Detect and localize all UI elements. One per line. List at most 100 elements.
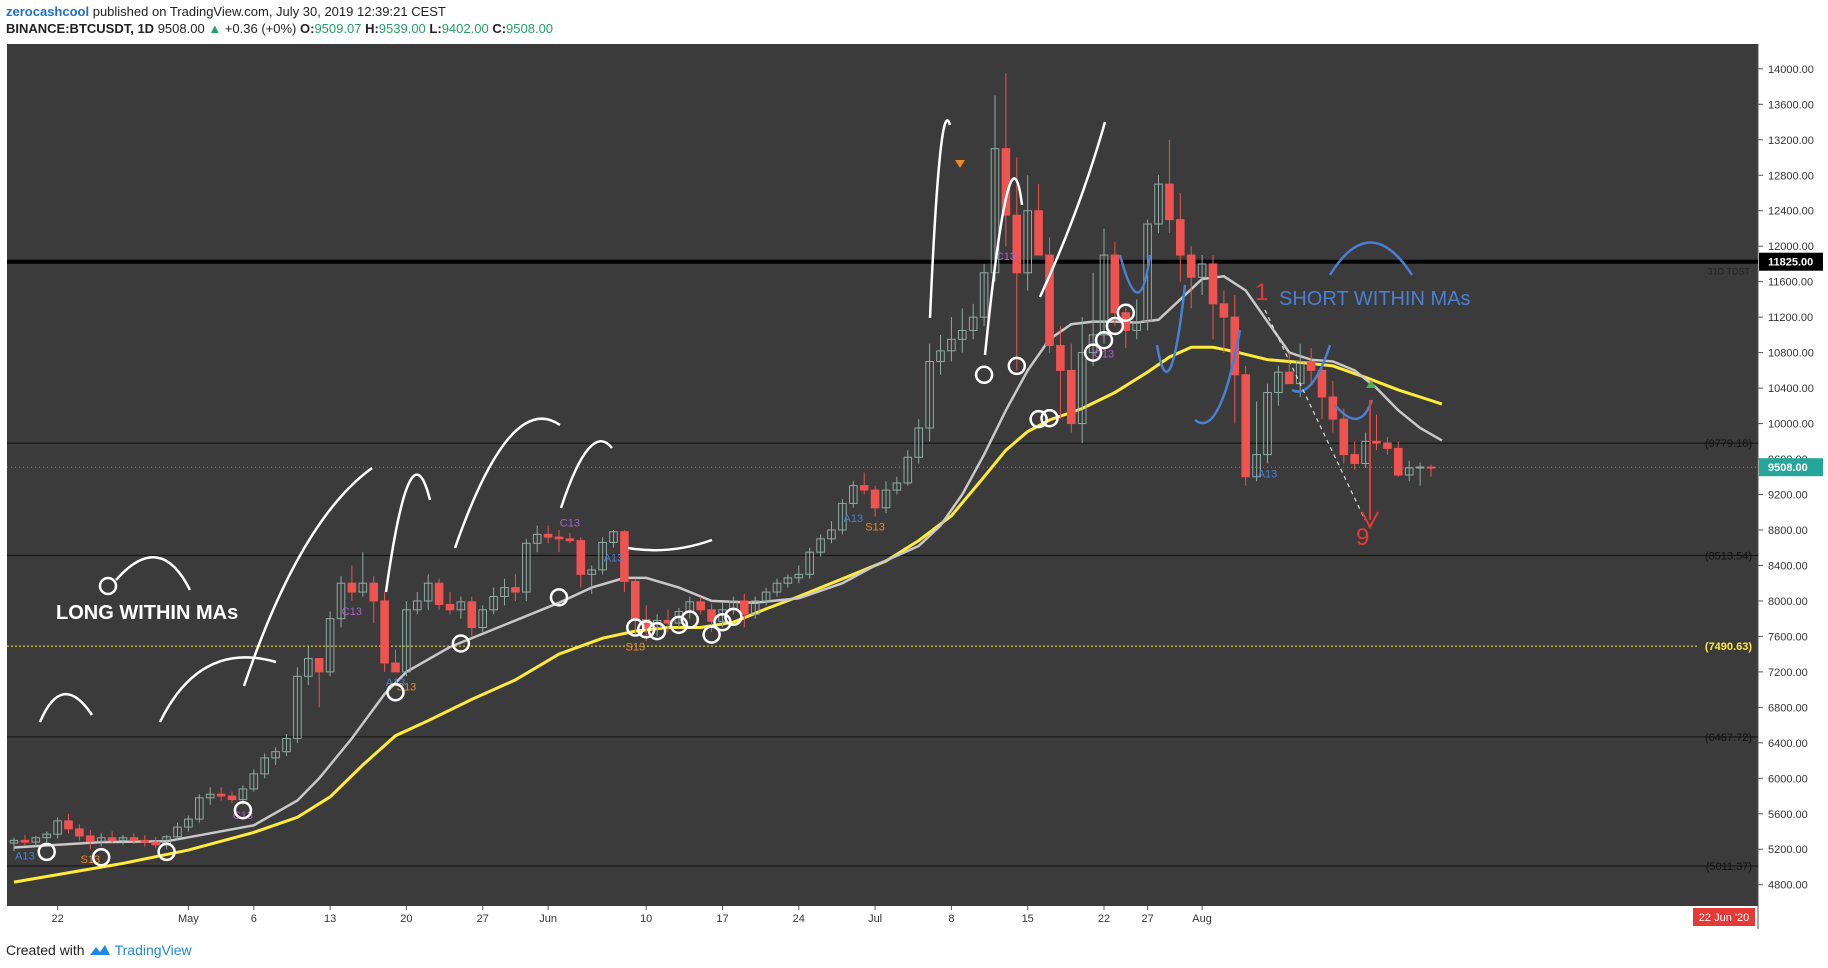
- up-arrow-icon: ▲: [208, 21, 222, 36]
- candle-body: [1285, 371, 1294, 385]
- blue-arc: [1194, 329, 1242, 425]
- level-label: (8513.54): [1705, 550, 1752, 562]
- y-tick-label: 5600.00: [1768, 809, 1808, 821]
- candle-body: [216, 793, 226, 797]
- candle-body: [1208, 263, 1218, 305]
- time-axis[interactable]: [7, 906, 1758, 929]
- price-axis[interactable]: [1758, 44, 1824, 929]
- candle-body: [271, 751, 280, 759]
- candle-body: [96, 837, 106, 842]
- candle-body: [9, 839, 19, 844]
- swing-circle: [1116, 303, 1136, 322]
- x-tick-label: 6: [251, 913, 257, 925]
- candle-body: [1186, 254, 1196, 278]
- candle-body: [522, 542, 531, 593]
- td-count-label: C13: [560, 518, 580, 530]
- impulse-arc: [1038, 121, 1107, 298]
- swing-circle: [1040, 408, 1059, 428]
- x-tick-label: Jul: [868, 913, 882, 925]
- tradingview-link[interactable]: TradingView: [114, 942, 192, 958]
- candle-body: [1056, 345, 1065, 371]
- x-tick-label: Aug: [1192, 913, 1212, 925]
- candle-body: [827, 529, 836, 540]
- date-badge: [1693, 908, 1755, 926]
- candle-body: [293, 675, 302, 739]
- candle-body: [336, 582, 346, 620]
- candle-body: [1099, 254, 1109, 336]
- candle-body: [238, 788, 248, 801]
- y-tick-label: 8000.00: [1768, 596, 1808, 608]
- blue-arc: [1328, 241, 1414, 276]
- candle-body: [1077, 352, 1087, 425]
- impulse-arc: [928, 119, 952, 319]
- candle-body: [282, 737, 291, 753]
- td-count-label: C13: [233, 810, 253, 822]
- level-label: (9779.18): [1705, 438, 1752, 450]
- td-count-label: S13: [865, 522, 885, 534]
- swing-circle: [974, 365, 994, 385]
- swing-circle: [451, 634, 471, 653]
- y-tick-label: 11600.00: [1768, 277, 1813, 289]
- candle-body: [1317, 369, 1327, 398]
- candle-body: [870, 489, 880, 509]
- y-tick-label: 5200.00: [1768, 844, 1808, 856]
- tdst-note: 31D TDST: [1708, 267, 1751, 277]
- candle-body: [140, 839, 150, 843]
- author-link[interactable]: zerocashcool: [6, 4, 90, 19]
- high-label: H:: [365, 21, 379, 36]
- candle-body: [1023, 210, 1033, 274]
- blue-arc: [1291, 344, 1332, 393]
- x-tick-label: 8: [948, 913, 954, 925]
- candle-body: [467, 601, 477, 629]
- td-count-label: C13: [996, 251, 1016, 263]
- candle-body: [532, 533, 542, 544]
- y-tick-label: 7200.00: [1768, 667, 1808, 679]
- swing-circle: [1007, 356, 1027, 376]
- y-tick-label: 10000.00: [1768, 419, 1814, 431]
- candle-body: [1415, 466, 1425, 469]
- candle-body: [631, 580, 640, 621]
- swing-circle: [647, 621, 667, 641]
- close-value: 9508.00: [506, 21, 554, 36]
- td-count-label: A13: [15, 851, 35, 863]
- candle-body: [881, 489, 891, 509]
- candle-body: [1252, 454, 1261, 478]
- candle-body: [783, 577, 793, 584]
- low-value: 9402.00: [441, 21, 489, 36]
- swing-circle: [549, 588, 569, 607]
- y-tick-label: 12400.00: [1768, 206, 1814, 218]
- open-value: 9509.07: [314, 21, 362, 36]
- candle-body: [772, 582, 782, 593]
- swing-circle: [680, 610, 700, 629]
- candle-body: [903, 456, 913, 484]
- candle-body: [1165, 183, 1174, 221]
- footer: Created with TradingView: [6, 942, 192, 958]
- candle-body: [620, 531, 629, 582]
- y-tick-label: 12000.00: [1768, 241, 1814, 253]
- y-tick-label: 10400.00: [1768, 383, 1814, 395]
- x-tick-label: May: [178, 913, 199, 925]
- blue-arc: [1118, 254, 1152, 294]
- level-label: (7490.63): [1705, 641, 1752, 653]
- sell-signal-arrow-icon: [955, 160, 965, 168]
- candle-body: [173, 826, 182, 838]
- candle-body: [849, 485, 858, 504]
- candle-body: [511, 587, 520, 593]
- candle-body: [151, 841, 160, 846]
- candle-body: [576, 540, 586, 575]
- candle-body: [750, 600, 760, 615]
- y-tick-label: 4800.00: [1768, 880, 1808, 892]
- candle-body: [107, 837, 117, 841]
- candle-body: [195, 797, 204, 820]
- x-tick-label: 15: [1022, 913, 1034, 925]
- level-label-bg: [1697, 638, 1757, 654]
- legend-circle: [98, 576, 118, 596]
- impulse-arc: [627, 538, 713, 552]
- candle-body: [456, 601, 466, 611]
- td-count-label: C13: [342, 606, 362, 618]
- level-label: (6467.72): [1705, 732, 1752, 744]
- buy-signal-arrow-icon: [1366, 380, 1376, 388]
- swing-circle: [386, 683, 405, 702]
- impulse-arc: [453, 417, 561, 549]
